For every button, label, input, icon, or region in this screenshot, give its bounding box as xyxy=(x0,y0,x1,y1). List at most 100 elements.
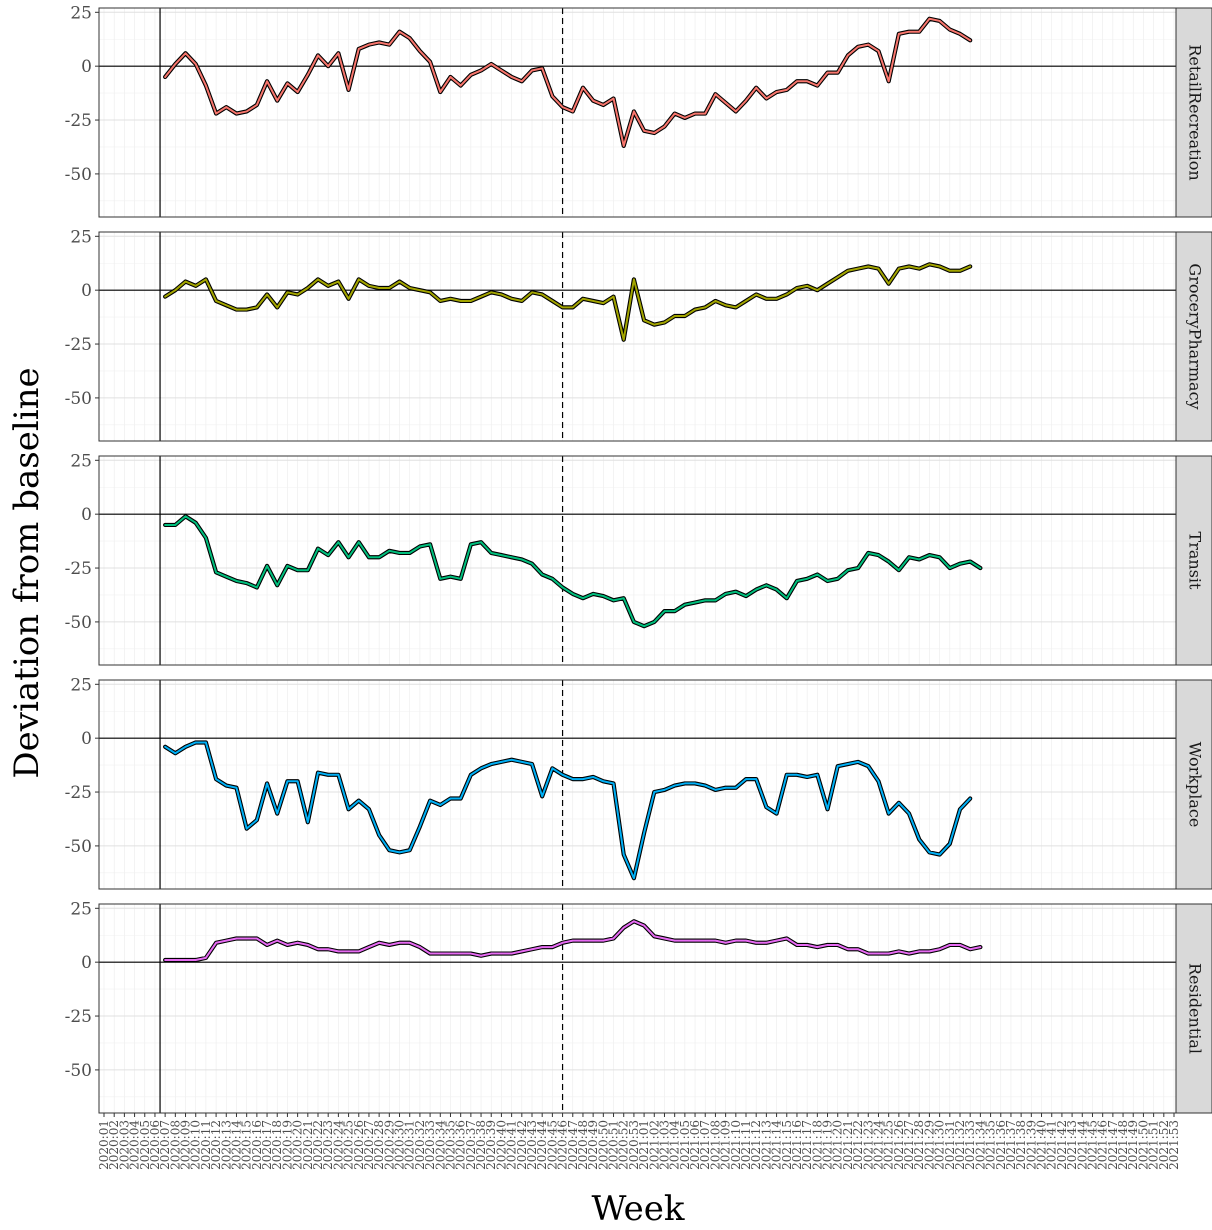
x-tick-label: 2021:49 xyxy=(1126,1120,1140,1170)
x-tick-label: 2021:53 xyxy=(1167,1120,1181,1170)
series-line-RetailRecreation xyxy=(164,17,972,147)
x-tick-label: 2020:33 xyxy=(423,1120,437,1170)
x-tick-label: 2020:46 xyxy=(556,1120,570,1170)
x-tick-label: 2021:50 xyxy=(1136,1120,1150,1170)
x-tick-label: 2020:19 xyxy=(280,1120,294,1170)
panel-background xyxy=(99,904,1176,1113)
x-tick-label: 2021:27 xyxy=(902,1120,916,1170)
x-tick-label: 2020:20 xyxy=(291,1120,305,1170)
y-tick-label: 25 xyxy=(70,451,92,471)
x-tick-label: 2021:29 xyxy=(922,1120,936,1170)
x-tick-label: 2020:12 xyxy=(209,1120,223,1170)
y-tick-label: -50 xyxy=(65,837,92,857)
x-tick-label: 2020:50 xyxy=(596,1120,610,1170)
x-tick-label: 2020:51 xyxy=(607,1120,621,1170)
x-tick-label: 2021:07 xyxy=(698,1120,712,1170)
x-tick-label: 2020:48 xyxy=(576,1120,590,1170)
x-tick-label: 2020:40 xyxy=(494,1120,508,1170)
x-tick-label: 2020:15 xyxy=(240,1120,254,1170)
x-tick-label: 2020:31 xyxy=(403,1120,417,1170)
x-axis: 2020:012020:022020:032020:042020:052020:… xyxy=(97,1113,1181,1170)
x-tick-label: 2020:38 xyxy=(474,1120,488,1170)
y-tick-label: -25 xyxy=(65,1007,92,1027)
panel-background xyxy=(99,8,1176,217)
x-tick-label: 2021:45 xyxy=(1085,1120,1099,1170)
y-tick-label: -25 xyxy=(65,559,92,579)
y-tick-label: -50 xyxy=(65,1061,92,1081)
x-tick-label: 2020:41 xyxy=(505,1120,519,1170)
x-tick-label: 2020:02 xyxy=(107,1120,121,1170)
x-tick-label: 2020:44 xyxy=(535,1120,549,1170)
y-tick-label: -50 xyxy=(65,389,92,409)
x-tick-label: 2021:36 xyxy=(994,1120,1008,1170)
x-tick-label: 2021:24 xyxy=(871,1120,885,1170)
y-tick-label: 25 xyxy=(70,899,92,919)
y-tick-label: -50 xyxy=(65,165,92,185)
x-tick-label: 2020:25 xyxy=(342,1120,356,1170)
x-tick-label: 2020:24 xyxy=(331,1120,345,1170)
x-tick-label: 2020:11 xyxy=(199,1120,213,1170)
y-tick-label: 25 xyxy=(70,675,92,695)
y-tick-label: -25 xyxy=(65,111,92,131)
x-tick-label: 2020:23 xyxy=(321,1120,335,1170)
x-tick-label: 2020:21 xyxy=(301,1120,315,1170)
x-tick-label: 2021:41 xyxy=(1045,1120,1059,1170)
x-tick-label: 2020:36 xyxy=(454,1120,468,1170)
x-tick-label: 2020:16 xyxy=(250,1120,264,1170)
x-tick-label: 2021:11 xyxy=(739,1120,753,1170)
x-tick-label: 2020:34 xyxy=(433,1120,447,1170)
x-tick-label: 2021:03 xyxy=(657,1120,671,1170)
x-tick-label: 2020:03 xyxy=(117,1120,131,1170)
x-tick-label: 2021:35 xyxy=(984,1120,998,1170)
x-tick-label: 2021:34 xyxy=(973,1120,987,1170)
x-tick-label: 2020:04 xyxy=(128,1120,142,1170)
y-tick-label: 0 xyxy=(81,57,92,77)
x-tick-label: 2021:31 xyxy=(943,1120,957,1170)
x-tick-label: 2020:22 xyxy=(311,1120,325,1170)
x-tick-label: 2020:06 xyxy=(148,1120,162,1170)
x-tick-label: 2020:10 xyxy=(189,1120,203,1170)
x-tick-label: 2020:39 xyxy=(484,1120,498,1170)
x-tick-label: 2020:35 xyxy=(443,1120,457,1170)
panel-Workplace: 25 0 -25 -50 Workplace xyxy=(65,675,1212,890)
series-line-Workplace xyxy=(164,741,972,880)
x-tick-label: 2020:30 xyxy=(393,1120,407,1170)
x-tick-label: 2021:19 xyxy=(821,1120,835,1170)
x-tick-label: 2021:28 xyxy=(912,1120,926,1170)
y-tick-label: 25 xyxy=(70,227,92,247)
x-tick-label: 2020:45 xyxy=(545,1120,559,1170)
strip-label: Transit xyxy=(1186,532,1205,590)
x-tick-label: 2021:44 xyxy=(1075,1120,1089,1170)
strip-background xyxy=(1175,903,1212,1114)
x-tick-label: 2021:46 xyxy=(1096,1120,1110,1170)
strip-background xyxy=(1175,231,1212,442)
x-tick-label: 2021:30 xyxy=(933,1120,947,1170)
x-tick-label: 2020:47 xyxy=(566,1120,580,1170)
y-axis-title: Deviation from baseline xyxy=(7,367,47,778)
strip-label: Workplace xyxy=(1186,742,1205,828)
x-tick-label: 2020:13 xyxy=(219,1120,233,1170)
x-tick-label: 2020:32 xyxy=(413,1120,427,1170)
strip-background xyxy=(1175,455,1212,666)
x-tick-label: 2020:37 xyxy=(464,1120,478,1170)
x-tick-label: 2021:37 xyxy=(1004,1120,1018,1170)
x-tick-label: 2021:16 xyxy=(790,1120,804,1170)
strip-label: Residential xyxy=(1186,963,1205,1054)
x-tick-label: 2021:52 xyxy=(1157,1120,1171,1170)
panel-Residential: 25 0 -25 -50 Residential xyxy=(65,899,1212,1114)
x-axis-title: Week xyxy=(591,1189,684,1229)
x-tick-label: 2020:27 xyxy=(362,1120,376,1170)
x-tick-label: 2021:22 xyxy=(851,1120,865,1170)
x-tick-label: 2020:07 xyxy=(158,1120,172,1170)
x-tick-label: 2020:18 xyxy=(270,1120,284,1170)
x-tick-label: 2021:09 xyxy=(719,1120,733,1170)
x-tick-label: 2021:21 xyxy=(841,1120,855,1170)
x-tick-label: 2020:08 xyxy=(168,1120,182,1170)
x-tick-label: 2021:25 xyxy=(882,1120,896,1170)
x-tick-label: 2021:51 xyxy=(1147,1120,1161,1170)
x-tick-label: 2020:29 xyxy=(382,1120,396,1170)
panel-RetailRecreation: 25 0 -25 -50 RetailRecreation xyxy=(65,3,1212,218)
x-tick-label: 2021:05 xyxy=(678,1120,692,1170)
x-tick-label: 2020:26 xyxy=(352,1120,366,1170)
panel-Transit: 25 0 -25 -50 Transit xyxy=(65,451,1212,666)
